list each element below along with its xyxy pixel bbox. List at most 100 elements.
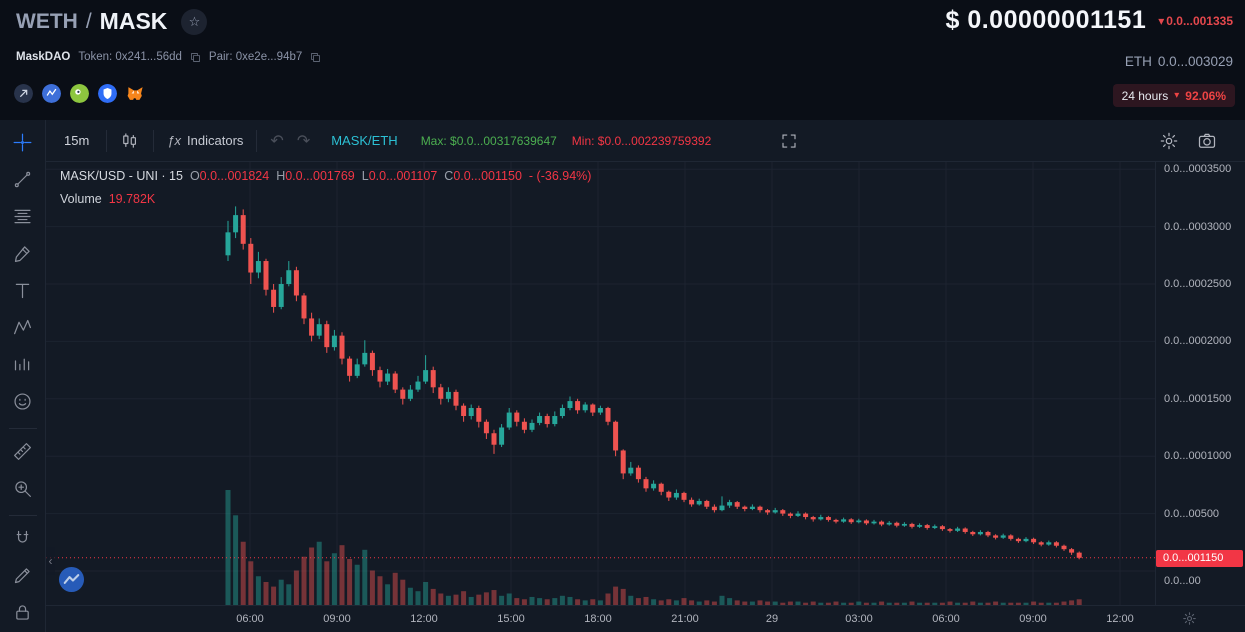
volume-bar (924, 602, 930, 605)
candle-body (871, 521, 877, 524)
trend-line-tool-button[interactable] (0, 163, 45, 200)
edit-tool-button[interactable] (0, 559, 45, 596)
tradingview-logo[interactable] (58, 566, 85, 593)
crosshair-tool-button[interactable] (0, 126, 45, 163)
volume-bar (354, 564, 360, 605)
candle-body (818, 517, 824, 520)
emoji-tool-button[interactable] (0, 385, 45, 422)
metamask-link[interactable] (126, 84, 145, 103)
volume-bar (1053, 602, 1059, 605)
price-usd: $ 0.00000001151 (945, 6, 1147, 34)
interval-button[interactable]: 15m (64, 133, 90, 148)
volume-bar (719, 595, 725, 605)
expand-icon (782, 133, 796, 148)
candle-body (491, 433, 497, 445)
eth-price: ETH 0.0...003029 (1125, 54, 1233, 69)
toolbar-collapse-handle[interactable]: ‹ (46, 547, 55, 575)
range-label: 24 hours (1121, 88, 1169, 103)
volume-bar (704, 600, 710, 605)
candle-body (635, 467, 641, 480)
legend-symbol[interactable]: MASK/USD - UNI · 15 (60, 169, 183, 183)
candle-body (567, 401, 573, 408)
candlestick-chart (46, 162, 1155, 605)
candle-body (1023, 538, 1029, 542)
candle-body (848, 519, 854, 523)
etherscan-link[interactable] (14, 84, 33, 103)
xabcd-pattern-tool-button[interactable] (0, 311, 45, 348)
time-axis-label: 09:00 (1019, 613, 1047, 625)
crosshair-icon (12, 132, 33, 158)
forecast-tool-button[interactable] (0, 348, 45, 385)
candle-body (240, 215, 246, 244)
candle-body (1008, 535, 1014, 539)
favorite-button[interactable]: ☆ (181, 8, 208, 35)
volume-bar (635, 598, 641, 605)
lock-tool-button[interactable] (0, 596, 45, 632)
candle-body (658, 483, 664, 492)
axis-settings-button[interactable] (1182, 611, 1197, 626)
volume-bar (301, 556, 307, 605)
candle-body (970, 531, 976, 535)
volume-bar (856, 601, 862, 605)
volume-bar (377, 576, 383, 605)
dextools-link[interactable] (42, 84, 61, 103)
settings-button[interactable] (1159, 131, 1179, 151)
candle-body (316, 324, 322, 336)
volume-bar (1023, 602, 1029, 605)
min-price-label: Min: $0.0...002239759392 (571, 133, 712, 148)
base-symbol: WETH (16, 9, 78, 33)
undo-button[interactable]: ↶ (270, 132, 284, 150)
fullscreen-button[interactable] (780, 132, 798, 150)
price-axis[interactable]: 0.0...0003500 0.0...0003000 0.0...0002500 0… (1155, 162, 1245, 605)
volume-bar (795, 601, 801, 605)
coingecko-link[interactable] (70, 84, 89, 103)
volume-bar (696, 601, 702, 605)
price-change-value: 0.0...001335 (1166, 13, 1233, 28)
indicators-button[interactable]: ƒx Indicators (167, 133, 243, 148)
volume-bar (711, 601, 717, 605)
volume-bar (1069, 600, 1075, 605)
text-tool-button[interactable] (0, 274, 45, 311)
redo-button[interactable]: ↷ (296, 132, 311, 150)
screenshot-button[interactable] (1197, 131, 1217, 151)
volume-bar (537, 598, 543, 605)
chart-plot[interactable]: MASK/USD - UNI · 15 O0.0...001824 H0.0..… (46, 162, 1155, 605)
candle-body (825, 517, 831, 520)
gear-icon (1160, 132, 1178, 149)
volume-bar (438, 593, 444, 605)
token-address: Token: 0x241...56dd (78, 51, 182, 63)
candle-body (734, 502, 740, 507)
candle-body (962, 528, 968, 532)
range-selector[interactable]: 24 hours ▾ 92.06% (1112, 84, 1235, 107)
volume-bar (407, 587, 413, 605)
volume-bar (749, 601, 755, 605)
candle-body (324, 324, 330, 348)
volume-bar (476, 594, 482, 605)
candle-body (909, 523, 915, 527)
fib-retracement-tool-button[interactable] (0, 200, 45, 237)
copy-pair-address-button[interactable] (310, 52, 321, 63)
volume-bar (483, 592, 489, 605)
chart-style-button[interactable] (120, 131, 140, 151)
magnet-tool-button[interactable] (0, 522, 45, 559)
zoom-tool-button[interactable] (0, 472, 45, 509)
candle-body (263, 261, 269, 290)
volume-bar (848, 602, 854, 605)
volume-bar (757, 600, 763, 605)
volume-bar (1038, 602, 1044, 605)
copy-token-address-button[interactable] (190, 52, 201, 63)
volume-bar (879, 601, 885, 605)
ruler-tool-button[interactable] (0, 435, 45, 472)
candle-body (613, 421, 619, 451)
candle-body (894, 522, 900, 526)
pair-link[interactable]: MASK/ETH (331, 133, 398, 148)
price-change: ▾ 0.0...001335 (1158, 14, 1233, 28)
volume-bar (347, 559, 353, 605)
time-axis[interactable]: 06:00 09:00 12:00 15:00 18:00 21:00 29 03:00 06:… (46, 605, 1245, 632)
candle-body (286, 270, 292, 284)
brush-tool-button[interactable] (0, 237, 45, 274)
chart-legend: MASK/USD - UNI · 15 O0.0...001824 H0.0..… (60, 169, 591, 183)
shield-link[interactable] (98, 84, 117, 103)
volume-bar (293, 570, 299, 605)
candle-body (1061, 545, 1067, 550)
